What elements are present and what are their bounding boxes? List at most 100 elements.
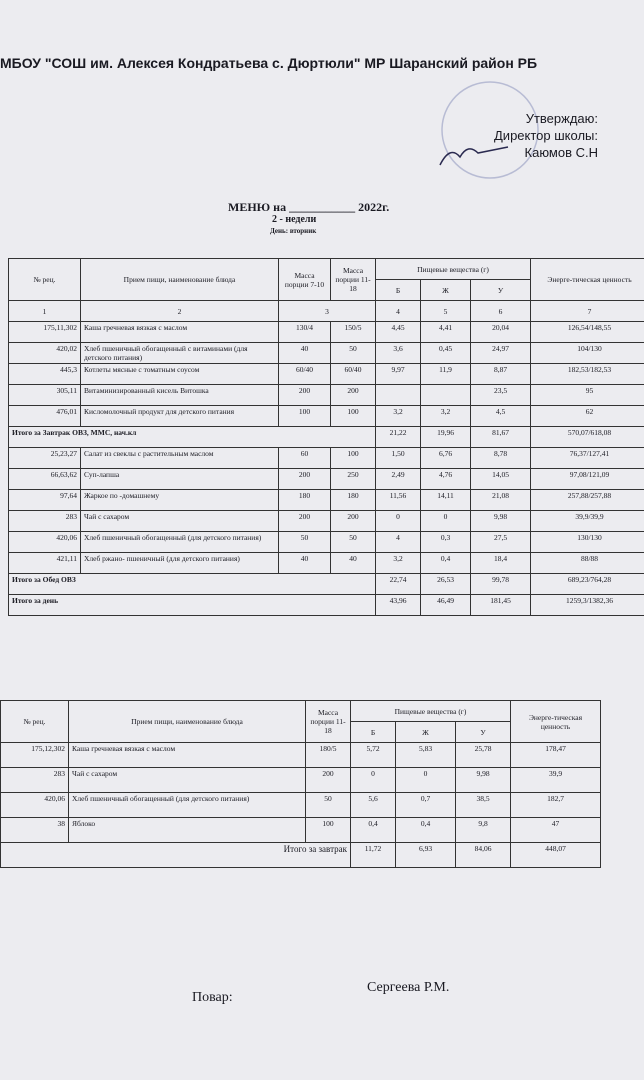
total-row: Итого за Завтрак ОВЗ, ММС, нач.кл 21,22 19…: [8, 426, 644, 448]
cell: 200: [305, 767, 351, 793]
cook-label: Повар:: [192, 990, 233, 1005]
cell: 3,2: [375, 552, 421, 574]
approval: Утверждаю: Директор школы: Каюмов С.Н: [494, 110, 598, 161]
cell: 0,4: [420, 552, 471, 574]
stamp: [439, 81, 539, 179]
cell: 0,45: [420, 342, 471, 364]
cell: 99,78: [469, 573, 532, 595]
cell: 3,2: [375, 405, 421, 427]
cell: 3,6: [375, 342, 421, 364]
cell: 182,53/182,53: [530, 363, 644, 385]
cell: 0,7: [395, 792, 456, 818]
dish-row: 420,06 Хлеб пшеничный обогащенный (для де…: [0, 792, 602, 818]
cell: 76,37/127,41: [530, 447, 644, 469]
cell: 130/130: [530, 531, 644, 553]
cell: 200: [330, 510, 376, 532]
cell: 95: [530, 384, 644, 406]
header-cell: 4: [375, 300, 421, 322]
cell: 38,5: [454, 792, 512, 818]
cell: 5,72: [350, 742, 396, 768]
cell: 5,83: [395, 742, 456, 768]
cell: 104/130: [530, 342, 644, 364]
cell: 50: [278, 531, 331, 553]
header-row: № рец. Прием пищи, наименование блюда Масс…: [0, 700, 602, 743]
cell: 25,78: [454, 742, 512, 768]
cell: 43,96: [375, 594, 421, 616]
cell: 257,88/257,88: [530, 489, 644, 511]
cell: 420,06: [0, 792, 69, 818]
cell: 50: [330, 342, 376, 364]
cell: 200: [278, 384, 331, 406]
cell: 476,01: [8, 405, 81, 427]
cell: 180/5: [305, 742, 351, 768]
header-cell: 1: [8, 300, 81, 322]
cell: 8,78: [469, 447, 532, 469]
cell: 24,97: [469, 342, 532, 364]
header-cell: Масса порции 11-18: [305, 700, 351, 743]
cell: 14,05: [469, 468, 532, 490]
cell: 46,49: [420, 594, 471, 616]
cell: 4,5: [469, 405, 532, 427]
cell: 100: [278, 405, 331, 427]
dish-row: 97,64 Жаркое по -домашнему 180 180 11,56 14,1…: [8, 489, 644, 511]
cell: 50: [305, 792, 351, 818]
cell: 200: [278, 468, 331, 490]
menu-year: 2022г.: [358, 200, 390, 214]
cell: Чай с сахаром: [80, 510, 279, 532]
header-cell: Ж: [395, 721, 456, 743]
total-label: Итого за день: [8, 594, 376, 616]
cell: 50: [330, 531, 376, 553]
cell: 250: [330, 468, 376, 490]
cell: 18,4: [469, 552, 532, 574]
cell: 175,12,302: [0, 742, 69, 768]
total-row: Итого за Обед ОВЗ 22,74 26,53 99,78 689,23/7…: [8, 573, 644, 595]
cell: Каша гречневая вязкая с маслом: [80, 321, 279, 343]
dish-row: 421,11 Хлеб ржано- пшеничный (для детског…: [8, 552, 644, 574]
cell: Хлеб пшеничный обогащенный с витаминами …: [80, 342, 279, 364]
cell: 4,41: [420, 321, 471, 343]
day: День: вторник: [270, 227, 317, 235]
dish-row: 420,06 Хлеб пшеничный обогащенный (для де…: [8, 531, 644, 553]
cell: 23,5: [469, 384, 532, 406]
cell: 40: [278, 552, 331, 574]
approval-line: Каюмов С.Н: [524, 145, 598, 160]
cell: 97,08/121,09: [530, 468, 644, 490]
cell: [420, 384, 471, 406]
week: 2 - недели: [272, 214, 317, 225]
cell: 4,45: [375, 321, 421, 343]
cell: 175,11,302: [8, 321, 81, 343]
cell: 4,76: [420, 468, 471, 490]
dish-row: 175,11,302 Каша гречневая вязкая с маслом…: [8, 321, 644, 343]
menu-table-2: № рец. Прием пищи, наименование блюда Масс…: [0, 700, 602, 868]
cell: 60: [278, 447, 331, 469]
cell: 9,98: [469, 510, 532, 532]
cell: 21,08: [469, 489, 532, 511]
cell: 39,9/39,9: [530, 510, 644, 532]
total-label: Итого за завтрак: [0, 842, 351, 868]
cell: 420,02: [8, 342, 81, 364]
cell: 19,96: [420, 426, 471, 448]
cell: 421,11: [8, 552, 81, 574]
cell: 39,9: [510, 767, 602, 793]
header-cell: № рец.: [8, 258, 81, 301]
menu-label: МЕНЮ на: [228, 200, 287, 214]
cell: 4: [375, 531, 421, 553]
dish-row: 283 Чай с сахаром 200 200 0 0 9,98 39,9/39,9: [8, 510, 644, 532]
header-cell: 3: [278, 300, 376, 322]
header-cell: Энерге-тическая ценность: [510, 700, 602, 743]
cell: 6,76: [420, 447, 471, 469]
cell: 66,63,62: [8, 468, 81, 490]
menu-table-1: № рец. Прием пищи, наименование блюда Масс…: [8, 258, 644, 616]
cell: 14,11: [420, 489, 471, 511]
cell: 448,07: [510, 842, 602, 868]
dish-row: 305,11 Витаминизированный кисель Витошка 2…: [8, 384, 644, 406]
header-cell: Б: [350, 721, 396, 743]
header-cell: Б: [375, 279, 421, 301]
menu-title: МЕНЮ на ___________ 2022г.: [228, 200, 390, 214]
cell: 178,47: [510, 742, 602, 768]
header-cell: 7: [530, 300, 644, 322]
cell: 180: [330, 489, 376, 511]
